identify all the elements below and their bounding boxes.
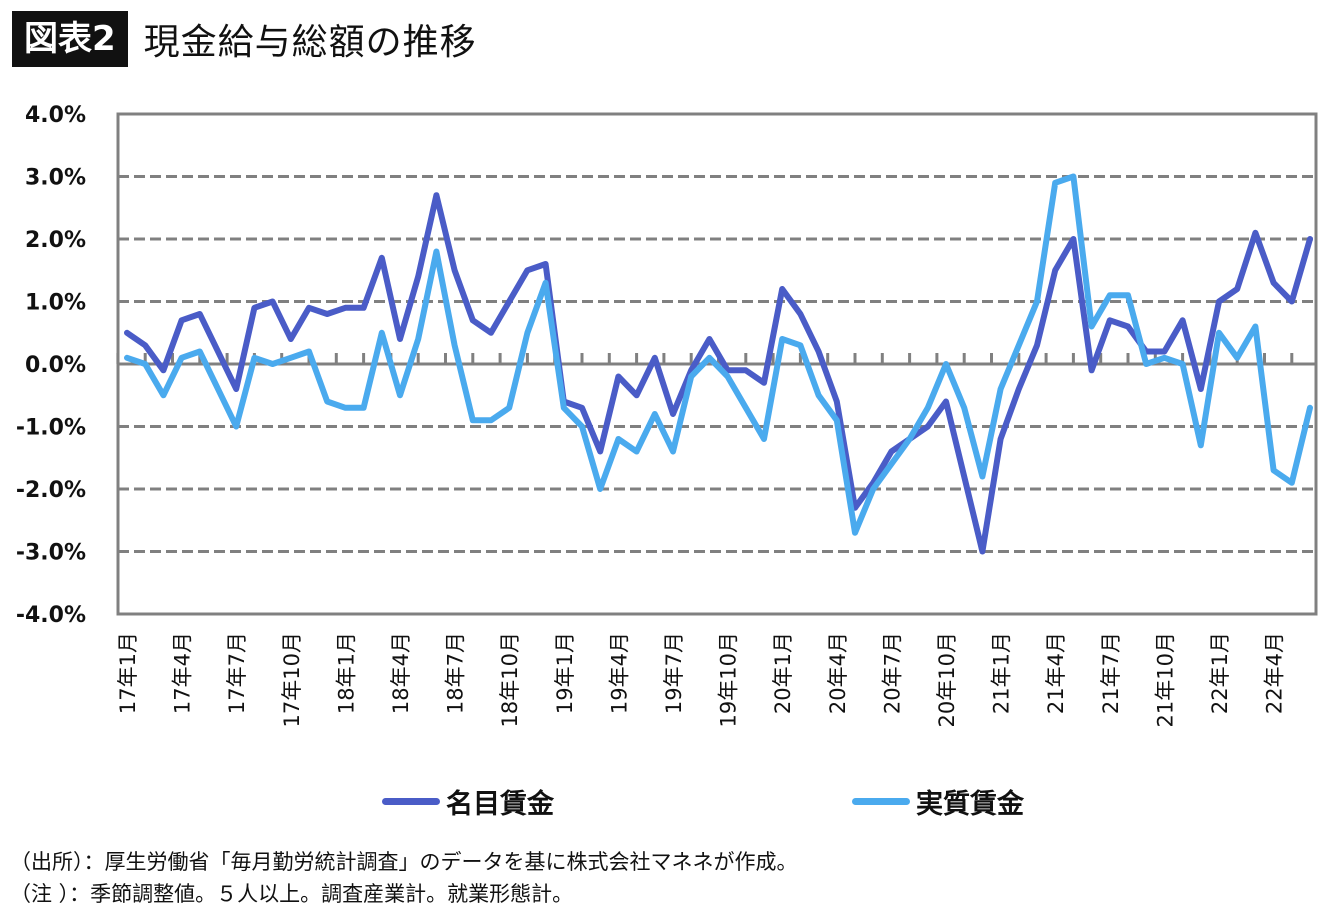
legend-label-real: 実質賃金 xyxy=(916,789,1024,820)
y-tick-label: -4.0% xyxy=(16,603,86,628)
x-tick-label: 20年4月 xyxy=(826,632,850,714)
x-tick-label: 17年1月 xyxy=(116,632,140,714)
x-tick-label: 20年10月 xyxy=(935,632,959,727)
x-tick-label: 17年10月 xyxy=(280,632,304,727)
y-tick-label: 3.0% xyxy=(25,166,86,191)
x-tick-label: 19年1月 xyxy=(553,632,577,714)
x-tick-label: 20年7月 xyxy=(880,632,904,714)
method-note: （注 ）：季節調整値。５人以上。調査産業計。就業形態計。 xyxy=(10,882,574,906)
x-tick-label: 18年1月 xyxy=(334,632,358,714)
x-tick-label: 19年4月 xyxy=(607,632,631,714)
x-tick-label: 17年4月 xyxy=(171,632,195,714)
footnotes: （出所）：厚生労働省「毎月勤労統計調査」のデータを基に株式会社マネネが作成。 （… xyxy=(10,846,798,910)
x-tick-label: 22年4月 xyxy=(1263,632,1287,714)
x-axis-tick-labels: 17年1月 17年4月 17年7月 17年10月 18年1月 18年4月 18年7月 18年1… xyxy=(116,632,1287,727)
x-tick-label: 17年7月 xyxy=(225,632,249,714)
x-tick-label: 21年4月 xyxy=(1044,632,1068,714)
x-tick-label: 18年4月 xyxy=(389,632,413,714)
title-row: 図表2 現金給与総額の推移 xyxy=(12,10,477,68)
y-tick-label: -2.0% xyxy=(16,478,86,503)
y-axis-tick-labels: 4.0% 3.0% 2.0% 1.0% 0.0% -1.0% -2.0% -3.0% -4.0% xyxy=(16,103,86,628)
line-chart: 4.0% 3.0% 2.0% 1.0% 0.0% -1.0% -2.0% -3.0% -4.0%… xyxy=(16,103,1318,727)
x-tick-label: 19年7月 xyxy=(662,632,686,714)
legend-label-nominal: 名目賃金 xyxy=(446,789,554,820)
source-note: （出所）：厚生労働省「毎月勤労統計調査」のデータを基に株式会社マネネが作成。 xyxy=(10,850,798,874)
series-line-nominal-wage xyxy=(124,192,1313,555)
legend-swatch-real xyxy=(852,798,910,805)
y-tick-label: -1.0% xyxy=(16,416,86,441)
y-tick-label: 4.0% xyxy=(25,103,86,128)
series-lines xyxy=(124,173,1313,555)
x-tick-label: 19年10月 xyxy=(717,632,741,727)
x-tick-label: 18年10月 xyxy=(498,632,522,727)
figure-number-badge: 図表2 xyxy=(12,11,128,67)
y-tick-label: 0.0% xyxy=(25,353,86,378)
x-tick-label: 20年1月 xyxy=(771,632,795,714)
gridlines xyxy=(118,175,1316,553)
legend-item-real: 実質賃金 xyxy=(852,782,1024,821)
x-tick-label: 21年7月 xyxy=(1099,632,1123,714)
chart-title: 現金給与総額の推移 xyxy=(143,22,477,63)
x-tick-label: 18年7月 xyxy=(444,632,468,714)
x-tick-label: 21年10月 xyxy=(1153,632,1177,727)
plot-area-border xyxy=(116,112,1318,616)
x-tick-label: 21年1月 xyxy=(990,632,1014,714)
y-tick-label: -3.0% xyxy=(16,541,86,566)
x-tick-label: 22年1月 xyxy=(1208,632,1232,714)
series-line-real-wage xyxy=(124,173,1313,536)
y-tick-label: 2.0% xyxy=(25,228,86,253)
y-tick-label: 1.0% xyxy=(25,291,86,316)
legend-item-nominal: 名目賃金 xyxy=(382,782,554,821)
legend-swatch-nominal xyxy=(382,798,440,805)
